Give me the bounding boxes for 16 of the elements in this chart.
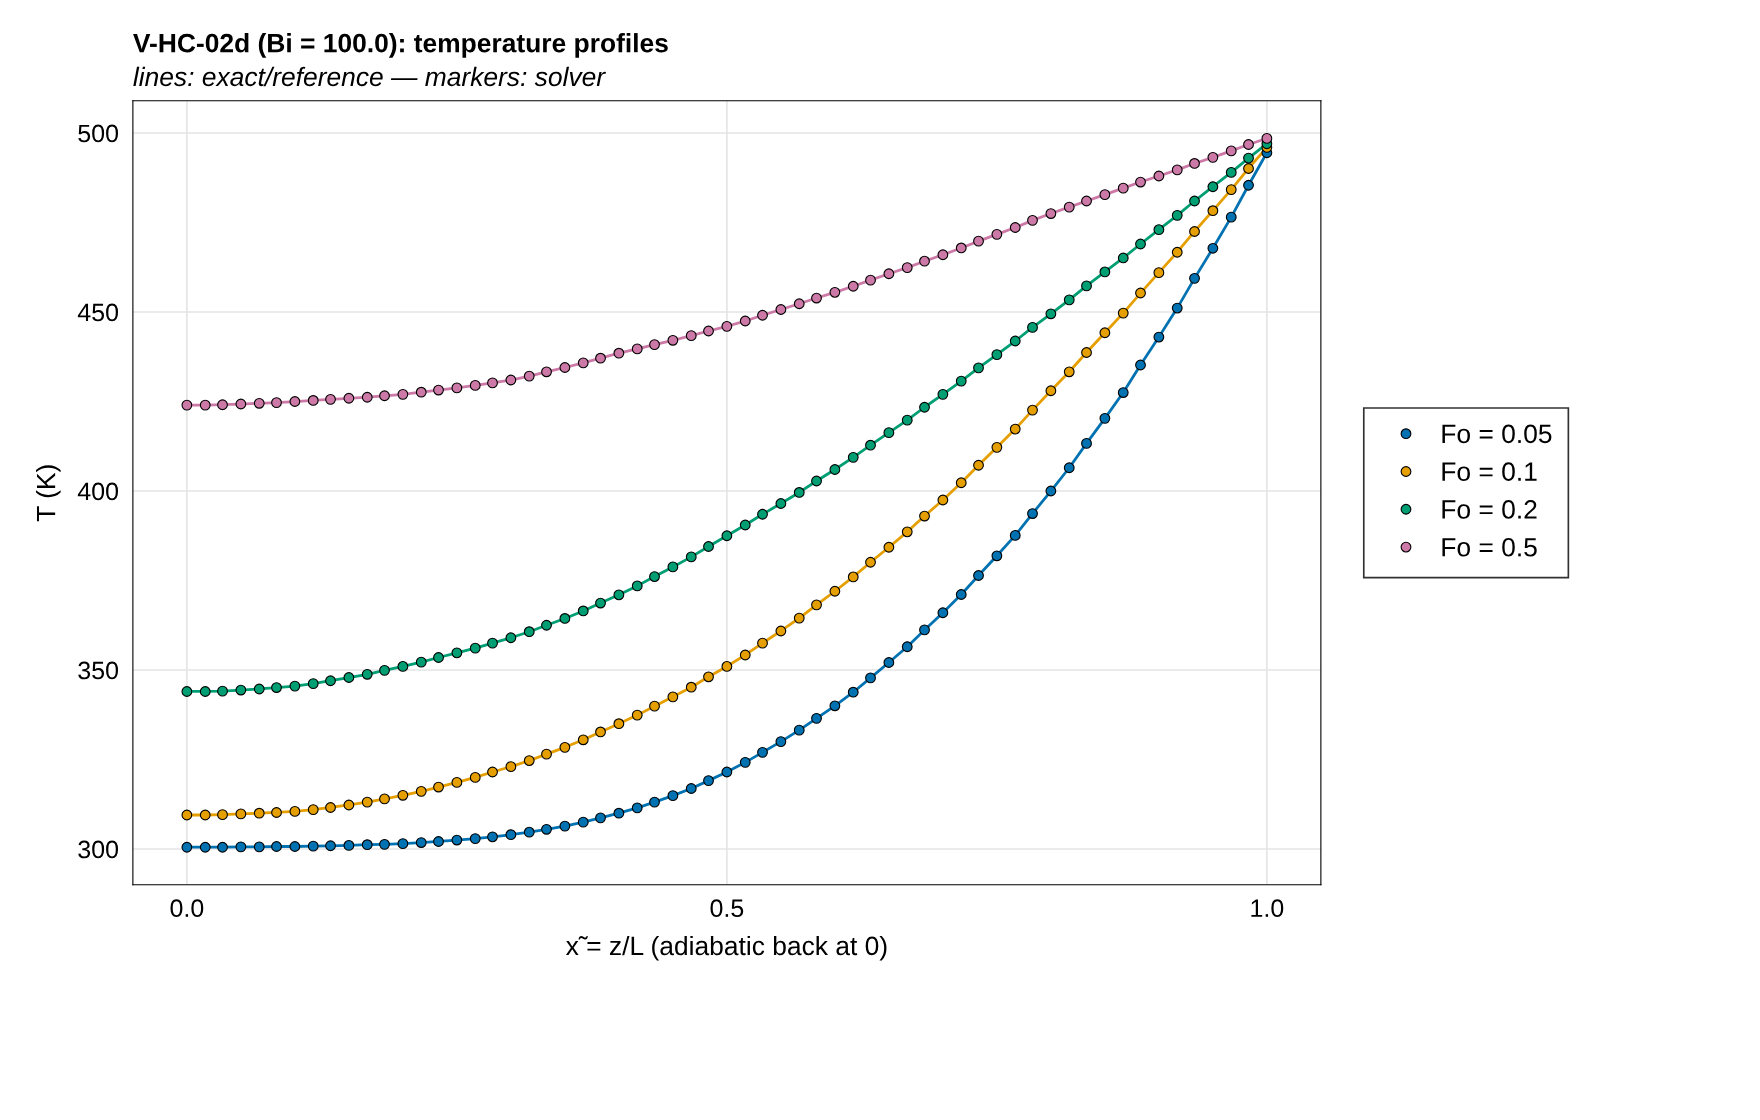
y-tick-label: 450 [77,303,119,322]
x-axis-title: x̃ = z/L (adiabatic back at 0) [565,935,887,961]
x-tick-label: 0.5 [710,899,744,918]
chart-subtitle: lines: exact/reference — markers: solver [133,66,606,87]
legend-label: Fo = 0.05 [1442,424,1552,444]
x-tick-label: 1.0 [1251,899,1284,918]
legend-label: Fo = 0.5 [1442,537,1537,557]
y-axis-title: T (K) [36,465,61,522]
y-tick-label: 350 [78,661,119,680]
x-tick-label: 0.0 [170,899,204,918]
y-tick-label: 300 [78,840,119,859]
chart-title: V-HC-02d (Bi = 100.0): temperature profiles [133,33,668,58]
y-tick-label: 400 [77,482,119,501]
legend-label: Fo = 0.2 [1442,500,1537,519]
y-tick-label: 500 [78,124,119,143]
legend-label: Fo = 0.1 [1442,462,1537,481]
